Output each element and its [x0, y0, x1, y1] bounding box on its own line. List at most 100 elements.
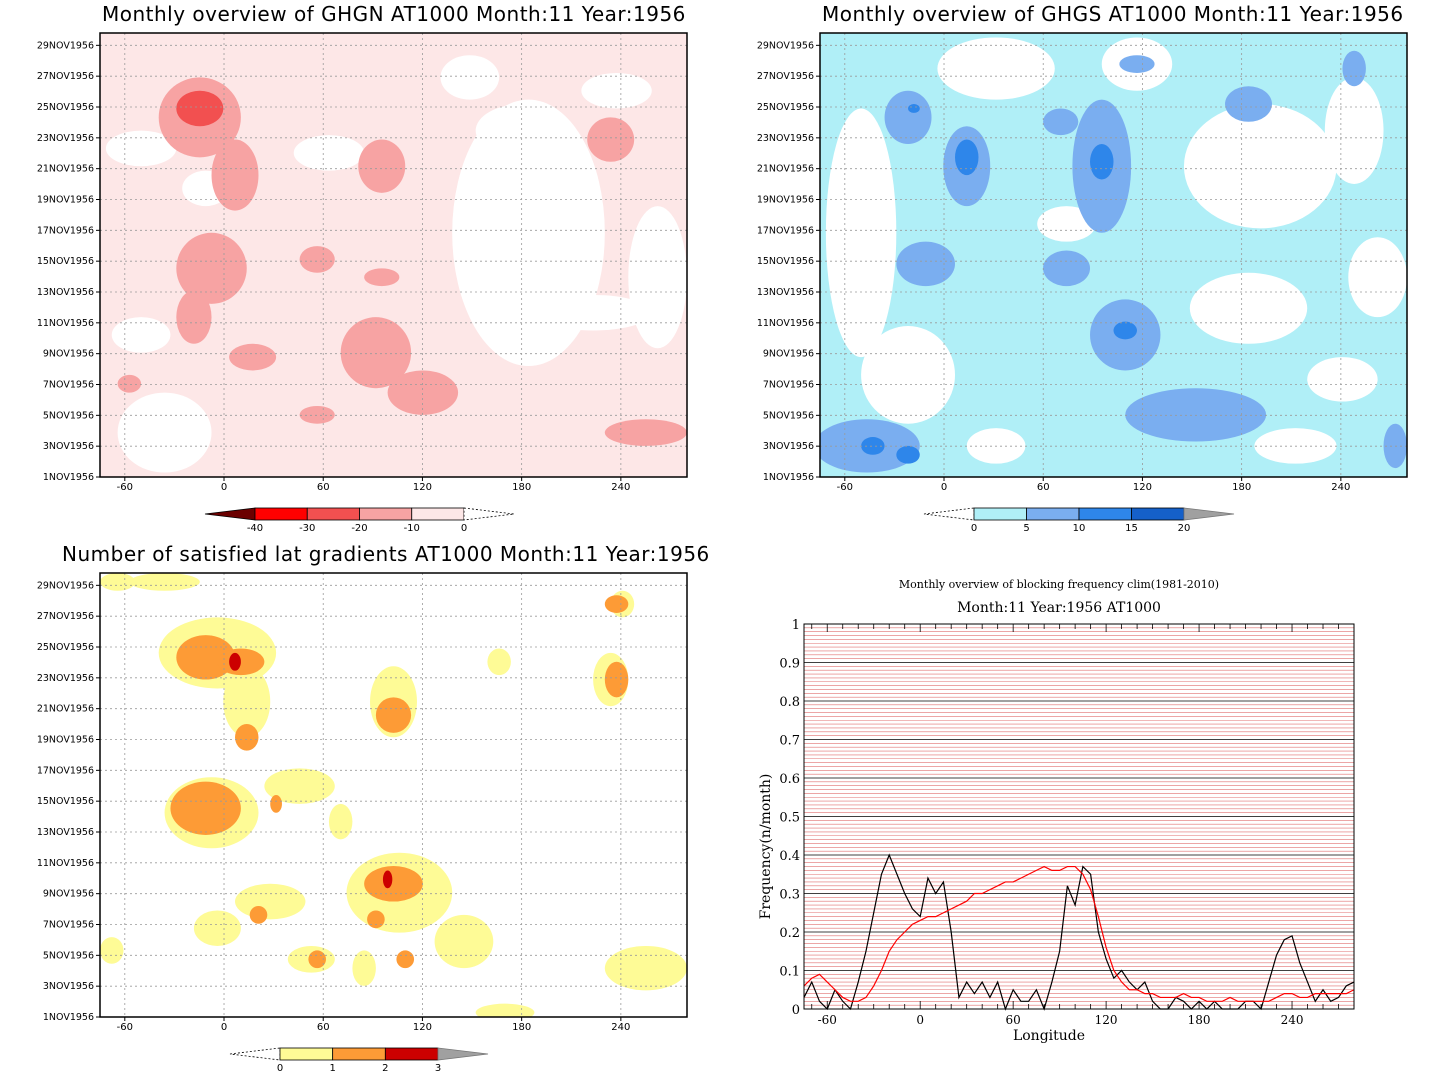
- y-tick-label: 15NOV1956: [37, 256, 94, 267]
- contour-region-2: [217, 648, 265, 676]
- colorbar-label: 0: [277, 1063, 283, 1074]
- x-tick-label: 0: [221, 482, 227, 493]
- contour-region-0: [117, 392, 212, 473]
- contour-region-0: [1324, 77, 1384, 184]
- y-tick-label: 17NOV1956: [37, 765, 94, 776]
- y-tick-label: 3NOV1956: [43, 981, 94, 992]
- contour-region-10: [896, 445, 920, 464]
- y-tick-label: 3NOV1956: [763, 441, 814, 452]
- y-tick-label: 13NOV1956: [757, 287, 814, 298]
- contour-region-5: [1342, 50, 1366, 87]
- y-tick-label: 0.7: [779, 734, 800, 749]
- panel-ghgn: Monthly overview of GHGN AT1000 Month:11…: [0, 0, 720, 540]
- contour-region--10: [364, 268, 400, 287]
- contour-region-3: [229, 652, 241, 671]
- colorbar-extend-high: [463, 507, 515, 521]
- contour-region-1: [434, 914, 494, 969]
- contour-region-5: [1043, 108, 1079, 136]
- y-tick-label: 25NOV1956: [757, 102, 814, 113]
- x-tick-label: 240: [611, 1022, 630, 1033]
- colorbar-extend-low: [229, 1047, 281, 1061]
- contour-region--10: [176, 290, 212, 344]
- contour-region-5: [1119, 55, 1155, 73]
- contour-region-2: [396, 950, 415, 969]
- colorbar-label: -30: [299, 523, 315, 534]
- x-tick-label: -60: [117, 482, 133, 493]
- y-tick-label: 27NOV1956: [37, 71, 94, 82]
- contour-region-0: [581, 72, 652, 109]
- plot-frame: [99, 572, 688, 1018]
- x-tick-label: 120: [413, 482, 432, 493]
- contour-region--10: [587, 117, 635, 162]
- contour-region-1: [100, 573, 136, 591]
- contour-region-5: [1043, 250, 1091, 287]
- x-axis-label: Longitude: [1013, 1028, 1085, 1044]
- x-tick-label: 180: [1188, 1013, 1211, 1027]
- colorbar-extend-low: [204, 507, 256, 521]
- contour-region-10: [908, 104, 920, 113]
- contour-region-0: [1307, 357, 1378, 402]
- contour-region--10: [604, 419, 687, 446]
- colorbar-swatch: [411, 507, 465, 521]
- x-tick-label: 60: [1006, 1013, 1021, 1027]
- series-line-1: [803, 865, 1355, 1002]
- contour-region-2: [375, 697, 412, 733]
- contour-region--10: [358, 139, 406, 193]
- x-tick-label: -60: [837, 482, 853, 493]
- contour-region-10: [1113, 321, 1137, 340]
- y-tick-label: 0.3: [779, 888, 800, 903]
- contour-region-1: [223, 666, 271, 738]
- chart-blocking-frequency: Monthly overview of blocking frequency c…: [758, 578, 1355, 1044]
- contour-region-0: [1183, 104, 1337, 229]
- chart-title: Monthly overview of GHGS AT1000 Month:11…: [822, 2, 1404, 26]
- y-tick-label: 7NOV1956: [763, 380, 814, 391]
- colorbar-swatch: [254, 507, 308, 521]
- y-tick-label: 15NOV1956: [757, 256, 814, 267]
- contour-region--10: [387, 370, 459, 415]
- y-tick-label: 23NOV1956: [37, 673, 94, 684]
- chart-title: Number of satisfied lat gradients AT1000…: [62, 542, 710, 566]
- y-tick-label: 0.9: [779, 657, 800, 672]
- contour-region-1: [328, 803, 353, 840]
- colorbar-swatch: [1026, 507, 1080, 521]
- colorbar-swatch: [332, 1047, 386, 1061]
- contour-region-1: [129, 573, 200, 591]
- x-tick-label: 60: [317, 1022, 330, 1033]
- y-tick-label: 29NOV1956: [37, 40, 94, 51]
- contour-layer: [105, 55, 687, 473]
- colorbar-label: -10: [404, 523, 420, 534]
- contour-region-1: [235, 883, 306, 920]
- y-tick-label: 11NOV1956: [37, 318, 94, 329]
- contour-region-2: [367, 910, 385, 929]
- y-tick-label: 0.5: [779, 811, 800, 826]
- y-tick-label: 0.6: [779, 772, 800, 787]
- y-tick-label: 21NOV1956: [37, 704, 94, 715]
- x-tick-label: 240: [1331, 482, 1350, 493]
- colorbar-swatch: [1078, 507, 1132, 521]
- colorbar-label: 0: [461, 523, 467, 534]
- y-tick-label: 1NOV1956: [43, 1012, 94, 1023]
- contour-region-2: [235, 723, 259, 751]
- y-tick-label: 7NOV1956: [43, 920, 94, 931]
- contour-region-1: [475, 1003, 535, 1017]
- x-tick-label: -60: [117, 1022, 133, 1033]
- contour-region-1: [604, 945, 687, 991]
- chart-ghgn: -60 0 60 120 180 240 1NOV1956 3NOV1956 5NOV1956 7…: [37, 32, 688, 534]
- y-tick-label: 5NOV1956: [763, 410, 814, 421]
- y-tick-label: 1: [792, 618, 800, 633]
- contour-region-2: [604, 661, 629, 698]
- colorbar-label: 15: [1125, 523, 1138, 534]
- plot-frame: [99, 32, 688, 478]
- y-tick-label: 25NOV1956: [37, 642, 94, 653]
- y-tick-label: 25NOV1956: [37, 102, 94, 113]
- contour-layer: [820, 37, 1407, 473]
- contour-region-0: [475, 104, 570, 158]
- contour-region-10: [1090, 144, 1114, 180]
- plot-frame: [819, 32, 1408, 478]
- y-tick-label: 23NOV1956: [37, 133, 94, 144]
- colorbar-extend-low: [923, 507, 975, 521]
- colorbar-label: 0: [971, 523, 977, 534]
- colorbar-label: 20: [1178, 523, 1191, 534]
- y-tick-label: 1NOV1956: [43, 472, 94, 483]
- y-tick-label: 19NOV1956: [37, 735, 94, 746]
